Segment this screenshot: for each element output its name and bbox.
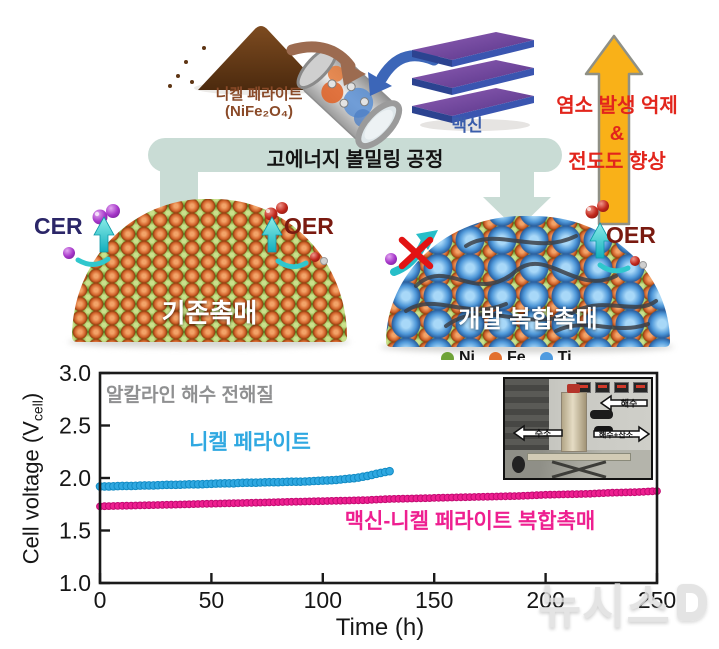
watermark-text: 뉴시스 xyxy=(538,580,671,633)
ball-mill-jar xyxy=(296,45,403,150)
photo-meters xyxy=(576,382,648,393)
mxene-stacks xyxy=(412,32,534,131)
meter-icon xyxy=(633,382,648,393)
electrolyzer-cap xyxy=(567,384,580,393)
powder-label-line2: (NiFe₂O₄) xyxy=(225,103,293,120)
hydrogen-arrow-label: 수소 xyxy=(535,429,552,439)
y-axis-label-sub: cell xyxy=(29,400,46,422)
y-axis-label-text: Cell voltage (V xyxy=(18,421,44,565)
lab-jack xyxy=(551,461,607,477)
svg-text:1.5: 1.5 xyxy=(59,518,91,544)
powder-pile xyxy=(168,26,326,95)
electrolyzer-photo-inset: 해수 수소 해수+산소 xyxy=(503,377,653,480)
benefit-amp: & xyxy=(609,123,625,145)
seawater-oxygen-arrow-label: 해수+산소 xyxy=(599,430,634,440)
powder-label: 니켈 페라이트 (NiFe₂O₄) xyxy=(190,86,328,120)
meter-icon xyxy=(614,382,629,393)
series-label-composite: 맥신-니켈 페라이트 복합촉매 xyxy=(344,510,596,533)
existing-catalyst-label: 기존촉매 xyxy=(161,298,258,329)
newsis-watermark: 뉴시스 xyxy=(538,568,707,637)
clamp-knob xyxy=(512,456,525,473)
seawater-arrow-label: 해수 xyxy=(621,398,638,409)
hydrogen-arrow: 수소 xyxy=(513,424,563,442)
mxene-strands xyxy=(404,234,658,333)
electrolyte-annotation: 알칼라인 해수 전해질 xyxy=(106,385,274,406)
lab-stage xyxy=(527,453,631,461)
meter-icon xyxy=(595,382,610,393)
svg-text:2.5: 2.5 xyxy=(59,413,91,439)
powder-to-jar-arrow xyxy=(286,41,366,86)
svg-text:50: 50 xyxy=(199,587,225,613)
hose-fitting xyxy=(590,410,613,419)
benefit-line1: 염소 발생 억제 xyxy=(556,95,678,117)
hose-fitting xyxy=(594,426,613,434)
photo-background xyxy=(505,379,549,453)
electrolyzer-cell xyxy=(561,392,587,452)
plot-area: 1.0 1.5 2.0 2.5 3.0 0 50 100 150 200 250 xyxy=(59,360,676,613)
svg-text:100: 100 xyxy=(304,587,342,613)
composite-catalyst-label: 개발 복합촉매 xyxy=(458,305,598,333)
x-axis-label: Time (h) xyxy=(335,614,425,641)
oer-label-right: OER xyxy=(606,222,656,248)
diagram-decor-layer xyxy=(148,26,644,230)
mxene-label: 맥신 xyxy=(451,116,483,135)
svg-text:250: 250 xyxy=(638,587,676,613)
seawater-oxygen-arrow: 해수+산소 xyxy=(593,425,650,443)
benefit-arrow xyxy=(584,34,644,226)
y-axis-label: Cell voltage (Vcell) xyxy=(19,359,46,599)
voltage-chart: 1.0 1.5 2.0 2.5 3.0 0 50 100 150 200 250 Cell volt… xyxy=(0,360,719,649)
powder-label-line1: 니켈 페라이트 xyxy=(215,86,303,103)
svg-text:150: 150 xyxy=(415,587,453,613)
svg-text:3.0: 3.0 xyxy=(59,360,91,386)
svg-text:1.0: 1.0 xyxy=(59,570,91,596)
watermark-logo-icon xyxy=(676,584,707,621)
y-axis-label-close: ) xyxy=(18,392,44,401)
oer-label-left: OER xyxy=(284,213,334,239)
svg-text:200: 200 xyxy=(526,587,564,613)
svg-text:0: 0 xyxy=(94,587,107,613)
benefit-line2: 전도도 향상 xyxy=(568,151,666,173)
series-label-nickel-ferrite: 니켈 페라이트 xyxy=(189,431,311,454)
cer-label: CER xyxy=(34,213,83,239)
svg-text:2.0: 2.0 xyxy=(59,465,91,491)
process-label: 고에너지 볼밀링 공정 xyxy=(266,149,444,171)
seawater-arrow: 해수 xyxy=(600,394,648,412)
benefit-text: 염소 발생 억제 & 전도도 향상 xyxy=(528,92,706,176)
